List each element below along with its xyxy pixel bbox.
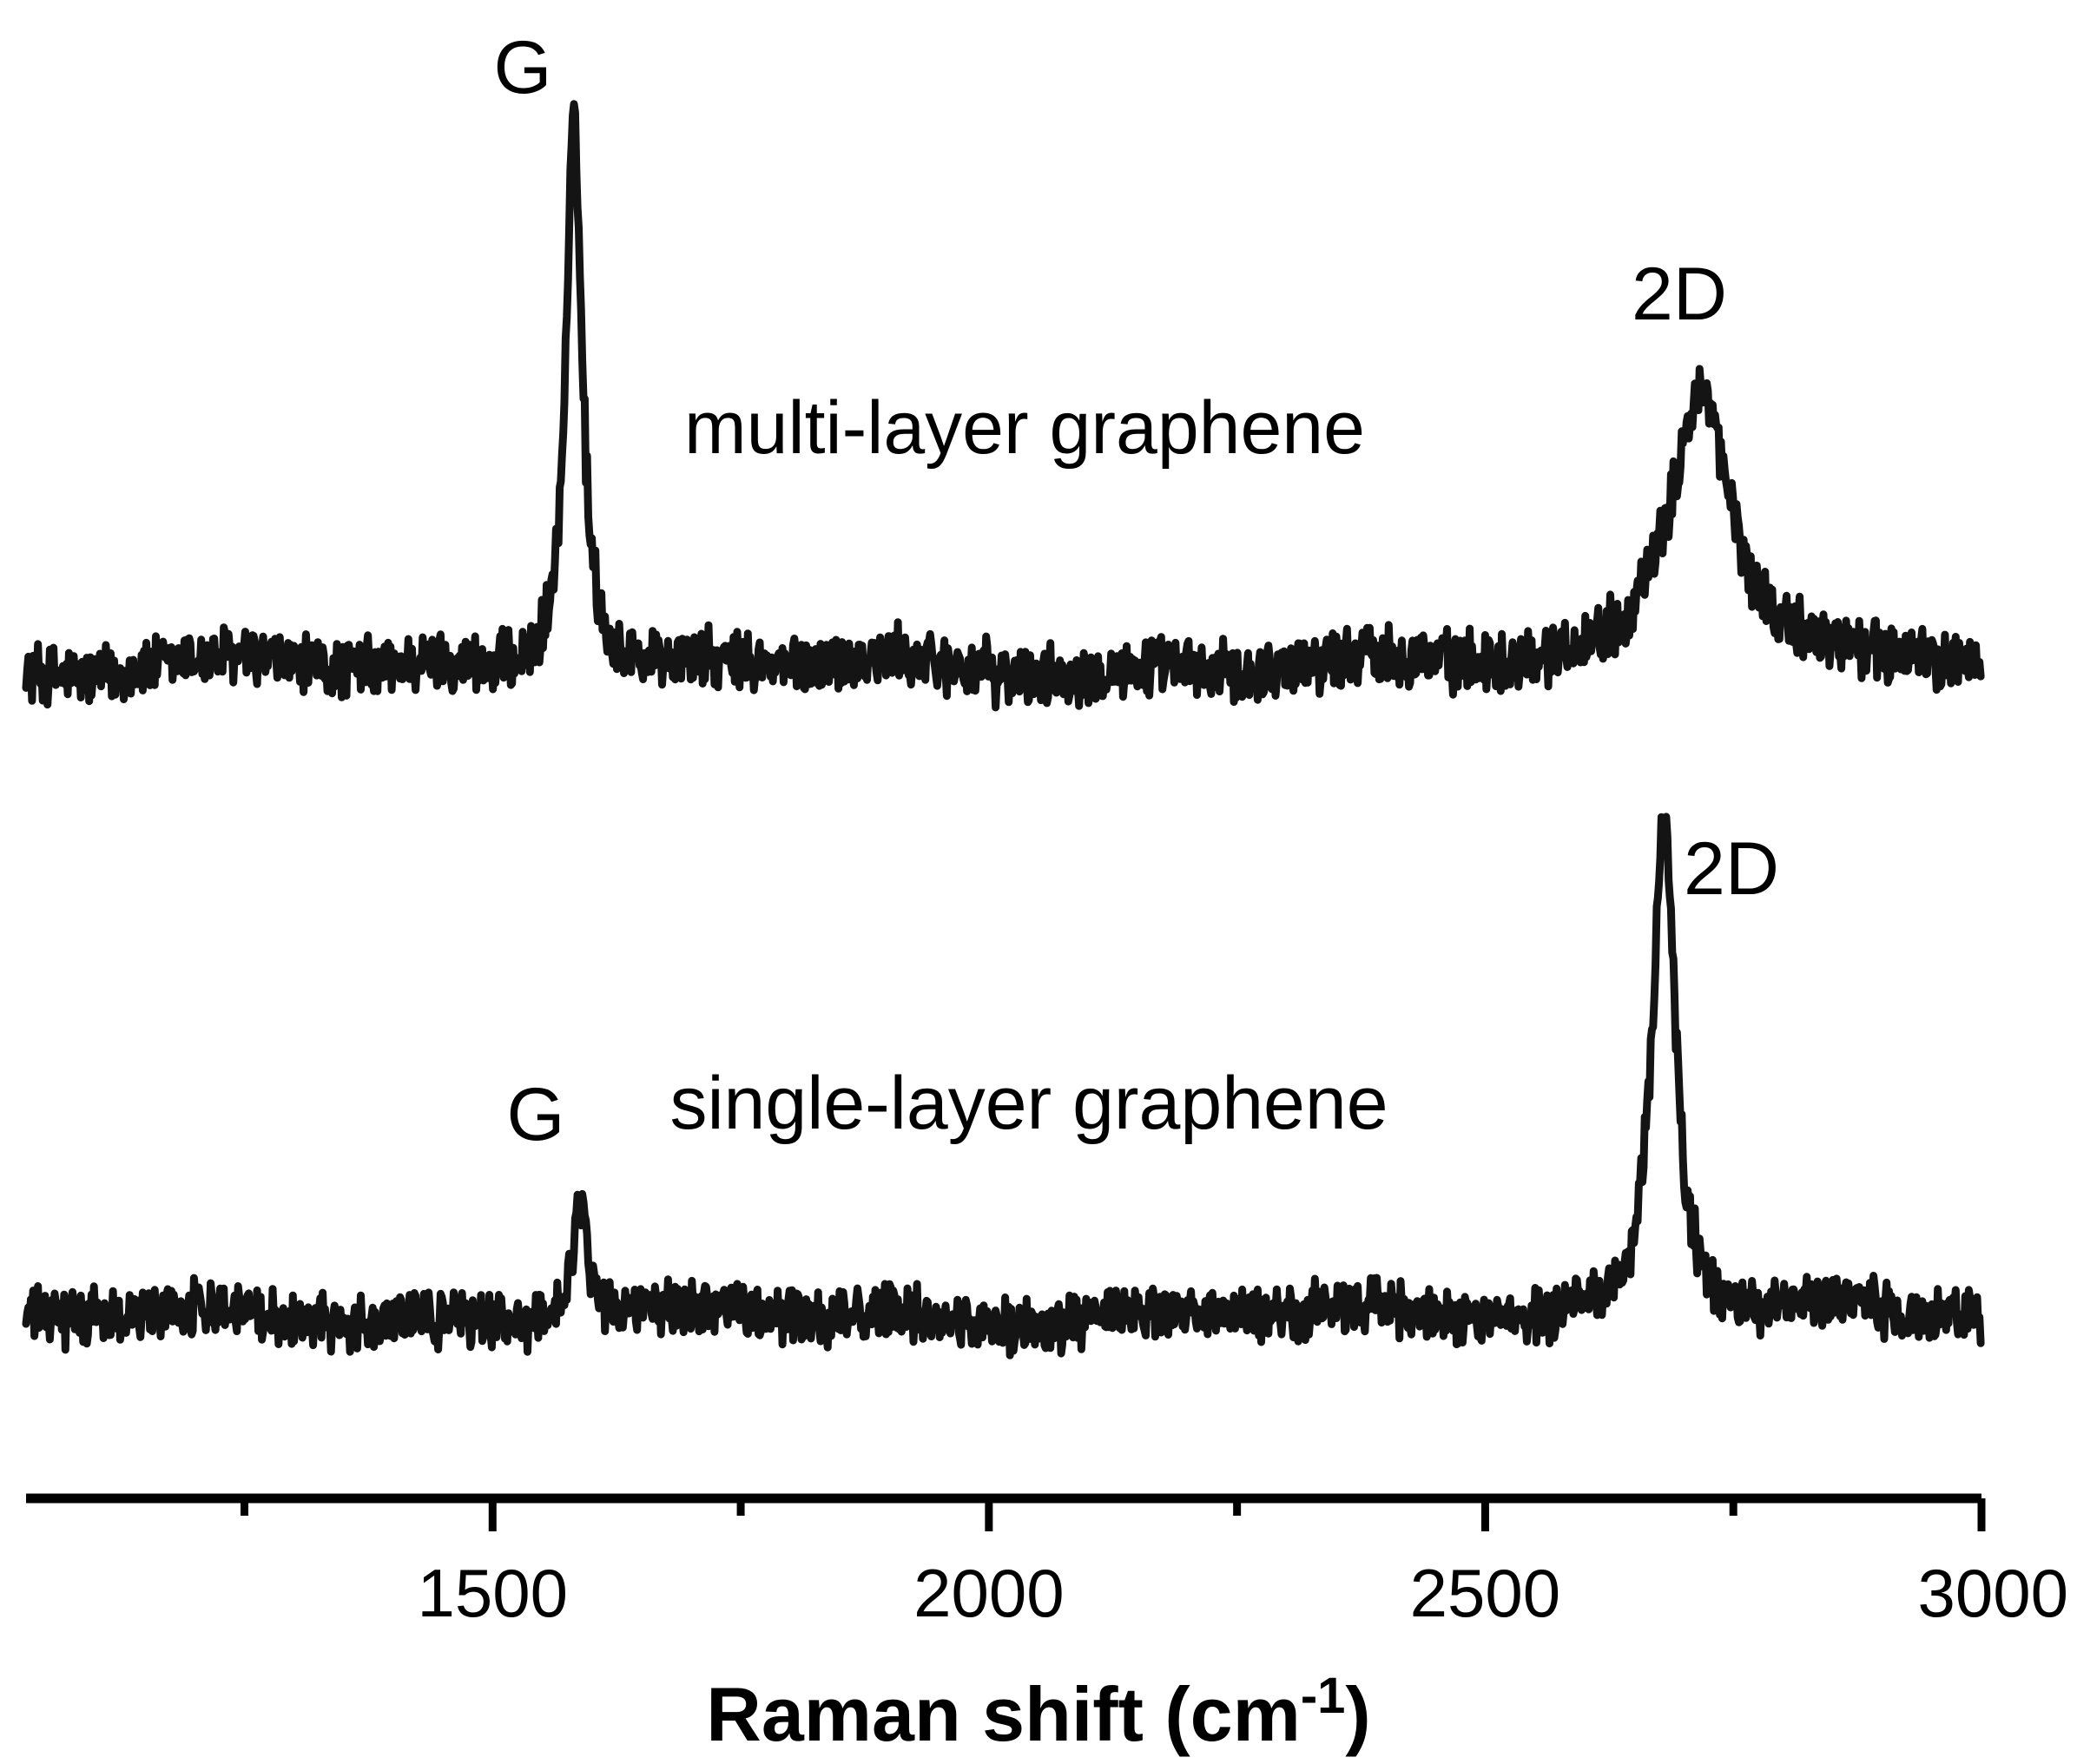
x-tick-label: 3000 xyxy=(1917,1555,2068,1631)
series-label-multi-layer: multi-layer graphene xyxy=(684,386,1365,470)
peak-label-single-2d: 2D xyxy=(1684,827,1779,911)
x-tick-label: 1500 xyxy=(418,1555,569,1631)
series-label-single-layer: single-layer graphene xyxy=(669,1062,1388,1145)
peak-label-multi-g: G xyxy=(494,26,552,109)
x-axis-title: Raman shift (cm-1) xyxy=(706,1668,1370,1758)
x-tick-label: 2500 xyxy=(1410,1555,1561,1631)
single-layer-graphene-trace xyxy=(22,813,1985,1359)
multi-layer-graphene-trace xyxy=(22,100,1985,712)
peak-label-multi-2d: 2D xyxy=(1632,253,1727,336)
x-axis: 1500 2000 2500 3000 xyxy=(26,1493,2068,1631)
x-tick-label: 2000 xyxy=(913,1555,1065,1631)
peak-label-single-g: G xyxy=(507,1073,565,1156)
